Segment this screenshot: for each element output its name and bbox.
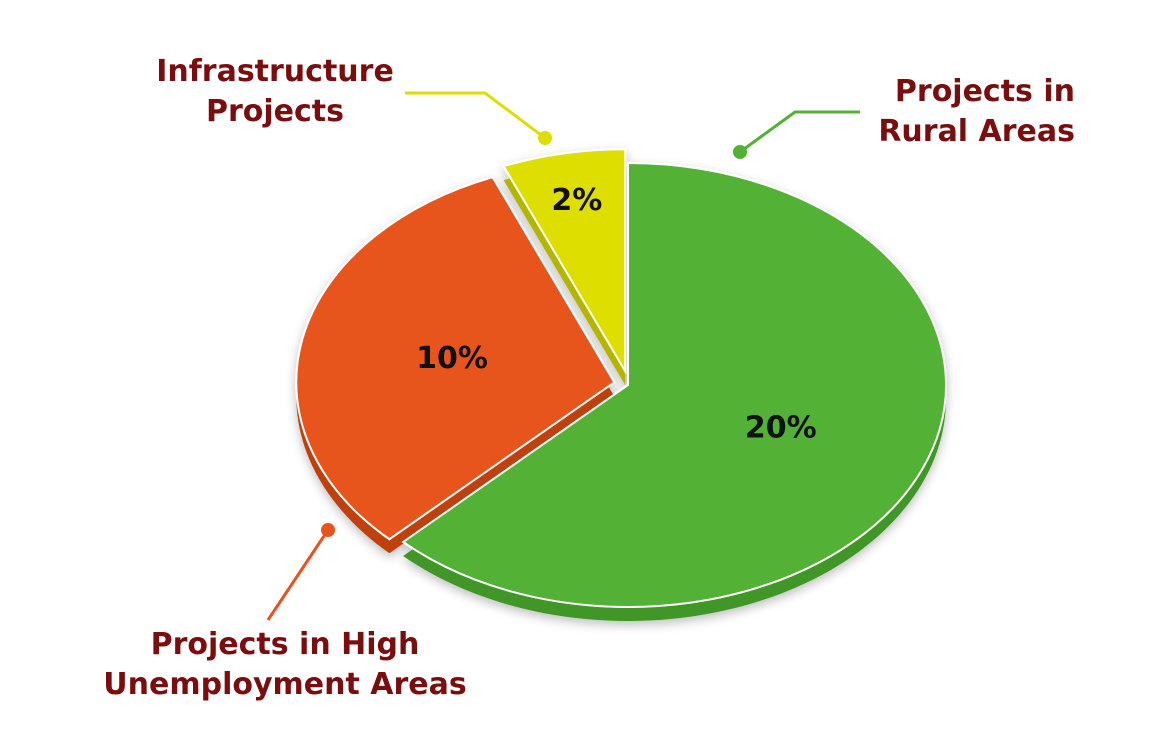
leader-line (405, 91, 546, 140)
pie (295, 148, 947, 621)
value-label: 10% (416, 341, 488, 376)
value-label: 2% (551, 183, 602, 218)
value-labels: 20% 10% 2% (416, 183, 816, 446)
slice (295, 175, 616, 541)
leader-dot (733, 145, 747, 159)
category-label: Projects in High Unemployment Areas (103, 627, 467, 702)
category-label: Projects in Rural Areas (878, 74, 1075, 149)
leader-dot (321, 523, 335, 537)
leader-dot (538, 131, 552, 145)
leader-line (739, 110, 860, 154)
slice (401, 161, 947, 608)
value-label: 20% (745, 411, 817, 446)
leader-line (266, 529, 330, 621)
category-label: Infrastructure Projects (156, 54, 394, 129)
slice (502, 148, 627, 375)
